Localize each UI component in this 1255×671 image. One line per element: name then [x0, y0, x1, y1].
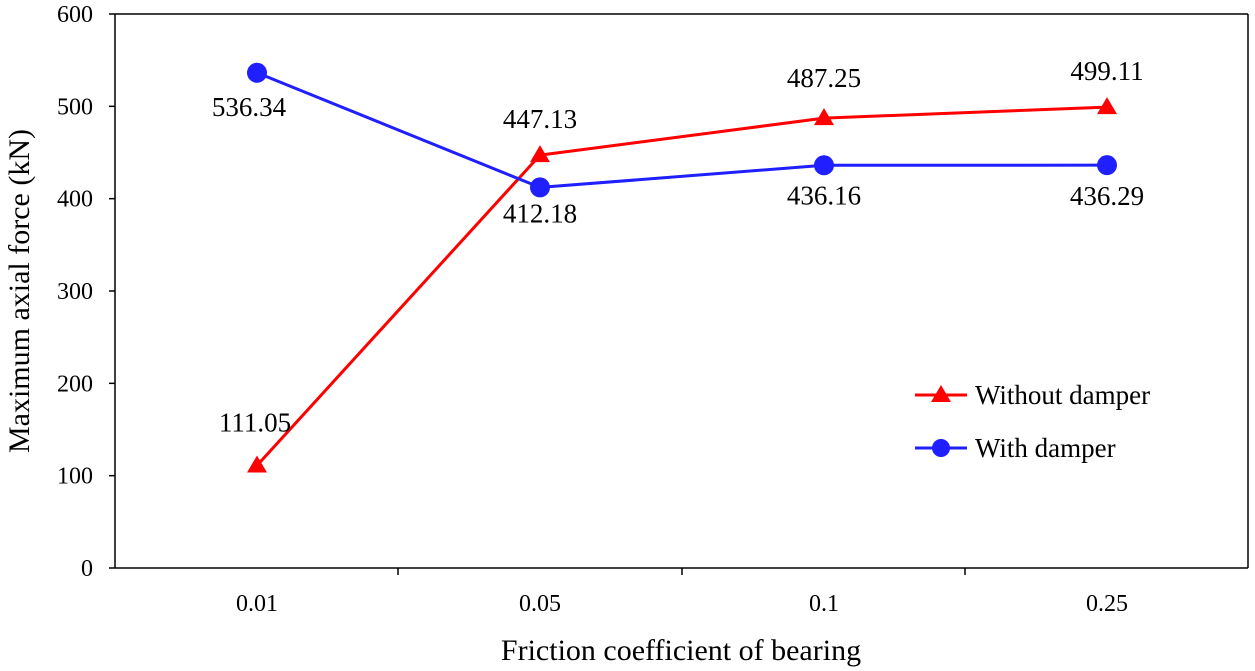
without-damper-point: [814, 108, 834, 126]
x-axis-ticks: 0.01 0.05 0.1 0.25: [236, 568, 1128, 617]
without-damper-point: [530, 145, 550, 163]
y-axis-ticks: 0 100 200 300 400 500 600: [57, 2, 115, 582]
legend-label-without-damper: Without damper: [975, 380, 1150, 410]
with-damper-point: [814, 155, 834, 176]
with-damper-data-label: 436.16: [787, 180, 861, 210]
with-damper-point: [247, 62, 267, 83]
without-damper-line: [255, 105, 1108, 467]
x-axis-title: Friction coefficient of bearing: [501, 634, 861, 667]
legend-label-with-damper: With damper: [975, 433, 1116, 463]
with-damper-point: [530, 177, 550, 198]
legend-item-without-damper: Without damper: [915, 380, 1150, 410]
y-tick-label: 0: [81, 556, 93, 582]
without-damper-data-label: 447.13: [503, 104, 577, 134]
with-damper-data-label: 436.29: [1070, 181, 1144, 211]
without-damper-data-label: 111.05: [219, 407, 291, 437]
without-damper-data-label: 487.25: [787, 63, 861, 93]
legend-marker-triangle: [931, 385, 951, 402]
y-axis-title: Maximum axial force (kN): [3, 129, 36, 453]
data-labels-layer: 111.05 447.13 487.25 499.11 536.34 412.18 436.…: [212, 56, 1144, 437]
x-tick-label: 0.01: [236, 591, 278, 617]
y-tick-label: 500: [57, 94, 93, 120]
with-damper-data-label: 412.18: [503, 198, 577, 228]
x-tick-label: 0.1: [809, 591, 839, 617]
x-tick-label: 0.25: [1086, 591, 1128, 617]
y-tick-label: 200: [57, 371, 93, 397]
y-tick-label: 400: [57, 187, 93, 213]
legend-item-with-damper: With damper: [915, 433, 1116, 463]
without-damper-data-label: 499.11: [1070, 56, 1143, 86]
with-damper-line: [256, 71, 1108, 189]
without-damper-point: [1097, 97, 1117, 115]
y-tick-label: 600: [57, 2, 93, 28]
without-damper-point: [247, 455, 267, 473]
x-tick-label: 0.05: [519, 591, 561, 617]
legend: Without damper With damper: [915, 380, 1150, 463]
legend-marker-circle: [932, 439, 950, 457]
series-layer: [247, 62, 1117, 473]
y-tick-label: 300: [57, 279, 93, 305]
with-damper-data-label: 536.34: [212, 92, 287, 122]
with-damper-point: [1097, 155, 1117, 176]
y-tick-label: 100: [57, 464, 93, 490]
